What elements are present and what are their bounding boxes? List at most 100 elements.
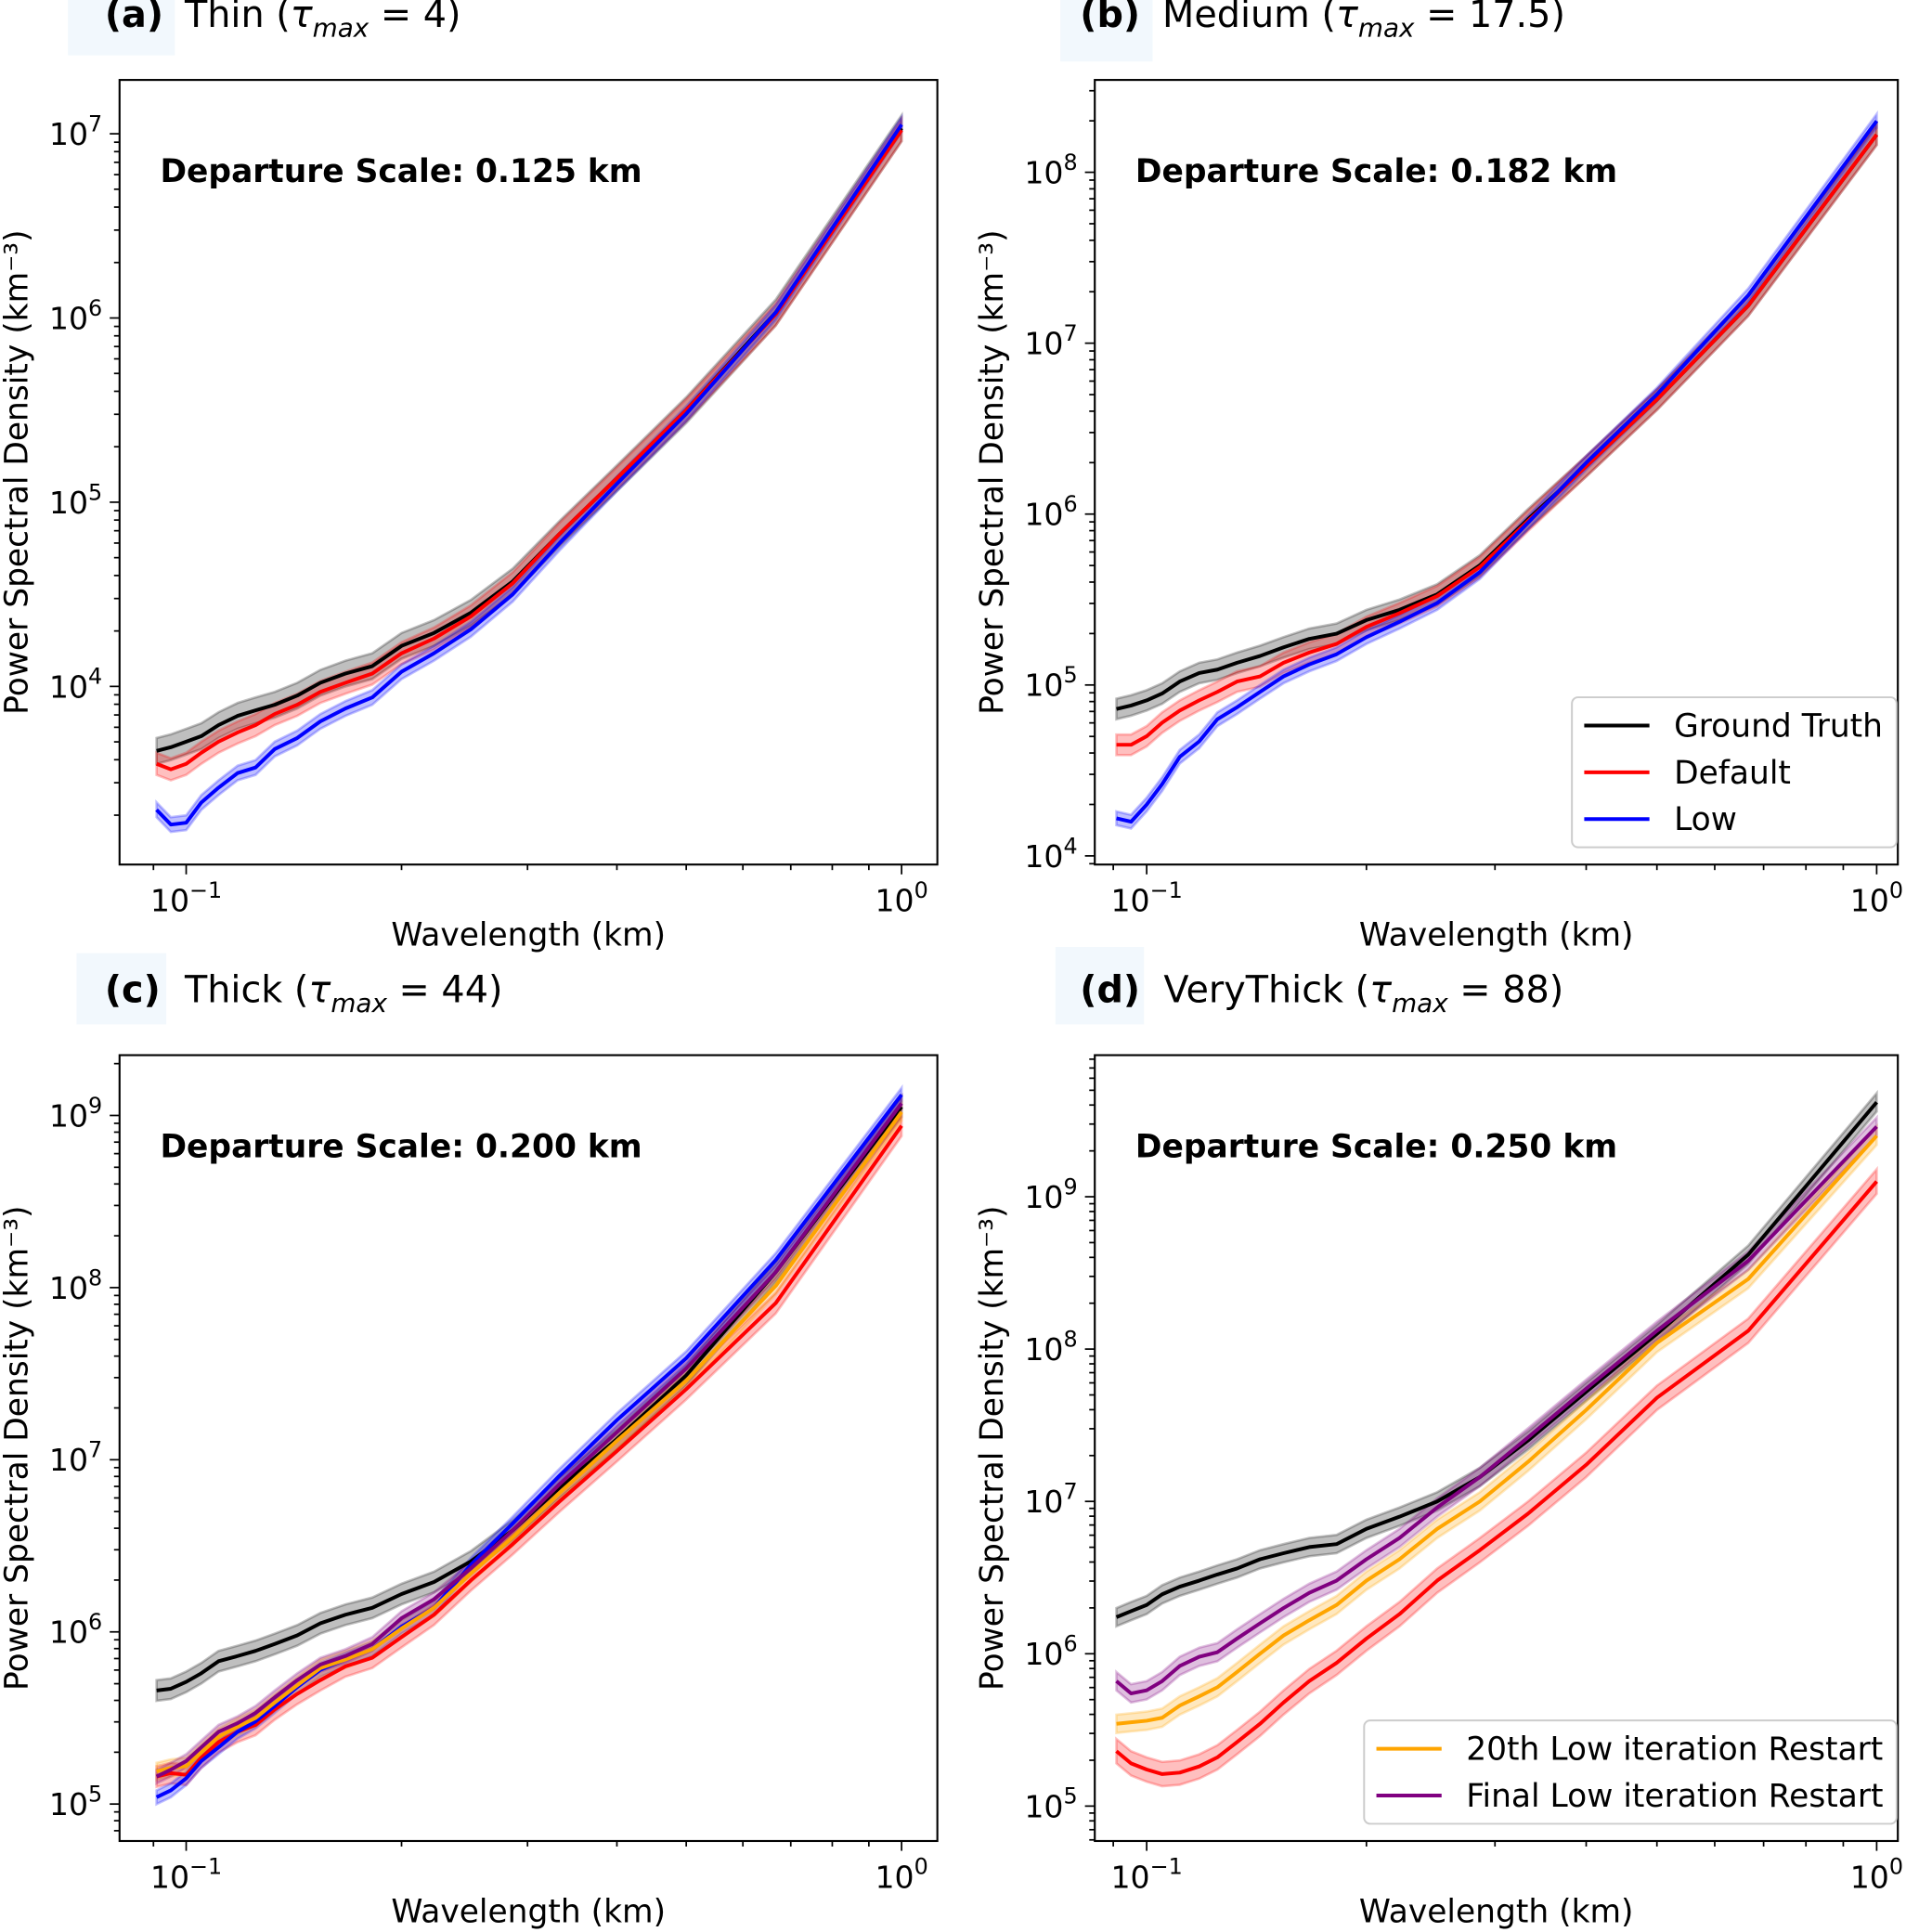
tick-base: 10 [1850,1859,1889,1895]
line-ground-truth [156,127,903,753]
line-low [155,1093,903,1799]
departure-scale-annotation: Departure Scale: 0.250 km [1135,1128,1617,1165]
tick-exponent: 6 [88,1609,102,1635]
tick-exponent: 0 [1889,877,1903,903]
panel-title: Medium (τmax = 17.5) [1162,0,1565,44]
tick-exponent: 7 [1063,1479,1077,1505]
tick-exponent: 6 [88,295,102,321]
y-axis-label: Power Spectral Density (km⁻³) [974,1206,1011,1691]
tick-base: 10 [1024,838,1063,875]
axes-frame [1094,79,1900,866]
line-20th-low-iteration-restart [156,1110,903,1773]
tau-symbol: τ [291,0,314,36]
tick-exponent: 8 [1063,149,1077,175]
tick-base: 10 [49,1786,88,1822]
tau-subscript: max [331,988,387,1018]
panel-label-background [76,953,167,1025]
plot-area [1115,1089,1878,1788]
band-default [1115,121,1878,757]
plot-area [1115,110,1879,830]
title-suffix: = 44) [387,969,503,1012]
tick-base: 10 [150,883,189,919]
tick-base: 10 [1024,668,1063,704]
tick-base: 10 [1110,1859,1149,1895]
departure-scale-annotation: Departure Scale: 0.182 km [1135,153,1617,190]
y-tick-label: 107 [49,110,102,152]
tick-exponent: 9 [88,1093,102,1119]
band-final-low-iteration-restart [155,1093,903,1786]
line-default [1116,133,1879,747]
line-ground-truth [156,1105,903,1692]
departure-scale-annotation: Departure Scale: 0.125 km [160,153,642,190]
tick-base: 10 [1024,1788,1063,1824]
band-ground-truth [155,1093,903,1703]
tick-exponent: 5 [1063,662,1077,688]
tick-exponent: 5 [1063,1783,1077,1809]
y-tick-label: 105 [49,1782,102,1823]
axes-frame [118,79,939,866]
band-default [1115,1165,1878,1788]
tick-base: 10 [49,1614,88,1651]
y-tick-label: 106 [49,295,102,337]
tick-exponent: 0 [1889,1854,1903,1880]
tick-base: 10 [49,1097,88,1134]
panel-label: (d) [1080,969,1140,1012]
tau-subscript: max [1392,988,1448,1018]
legend-frame [1571,696,1898,849]
x-tick-label: 100 [1850,877,1903,919]
axes-frame [118,1054,939,1843]
panel-a: (a) Thin (τmax = 4)10−1 100104105106107Wav… [0,0,939,954]
y-tick-label: 107 [1024,320,1077,362]
y-tick-label: 108 [1024,149,1077,191]
y-tick-label: 104 [1024,833,1077,875]
title-prefix: Thick ( [184,969,308,1012]
y-tick-label: 104 [49,664,102,706]
title-prefix: Thin ( [184,0,291,36]
tau-subscript: max [313,13,370,44]
tick-exponent: 4 [88,664,102,690]
band-final-low-iteration-restart [1115,1114,1878,1705]
panel-title: Thick (τmax = 44) [184,969,503,1019]
tick-exponent: 8 [88,1264,102,1290]
tick-exponent: 0 [914,877,928,903]
title-prefix: Medium ( [1162,0,1336,36]
band-20th-low-iteration-restart [1115,1123,1878,1735]
tick-base: 10 [1024,1179,1063,1215]
panel-c: (c) Thick (τmax = 44)10−1 1001051061071081… [0,953,939,1930]
tau-symbol: τ [1369,969,1393,1012]
legend-frame [1363,1719,1898,1825]
line-final-low-iteration-restart [1115,1125,1878,1696]
tick-exponent: −1 [189,1854,222,1880]
tick-base: 10 [49,668,88,705]
tick-exponent: 5 [88,479,102,505]
tick-exponent: 7 [1063,320,1077,346]
tick-base: 10 [49,1442,88,1478]
y-tick-label: 105 [1024,1783,1077,1825]
title-suffix: = 88) [1448,969,1564,1012]
tick-base: 10 [49,300,88,336]
y-tick-label: 107 [1024,1479,1077,1521]
legend-label: Low [1674,801,1737,838]
y-tick-label: 106 [1024,1631,1077,1673]
tick-exponent: 7 [88,1437,102,1463]
y-tick-label: 108 [49,1264,102,1306]
plot-area [155,1083,903,1807]
tick-exponent: 5 [88,1782,102,1808]
panel-label: (a) [105,0,163,36]
band-low [1115,110,1878,830]
tick-base: 10 [1024,1636,1063,1672]
panel-label-background [68,0,175,56]
x-axis-label: Wavelength (km) [1359,917,1634,954]
tick-exponent: 9 [1063,1173,1077,1199]
legend-label: Default [1674,755,1791,792]
line-low [155,123,903,827]
band-default [155,1111,903,1789]
legend-label: Final Low iteration Restart [1466,1778,1883,1815]
panel-title: VeryThick (τmax = 88) [1163,969,1563,1019]
line-default [1115,1180,1878,1776]
tick-base: 10 [150,1859,189,1895]
tick-base: 10 [1024,326,1063,362]
tick-exponent: 4 [1063,833,1077,859]
tick-base: 10 [875,1859,914,1895]
y-axis-label: Power Spectral Density (km⁻³) [974,229,1011,714]
